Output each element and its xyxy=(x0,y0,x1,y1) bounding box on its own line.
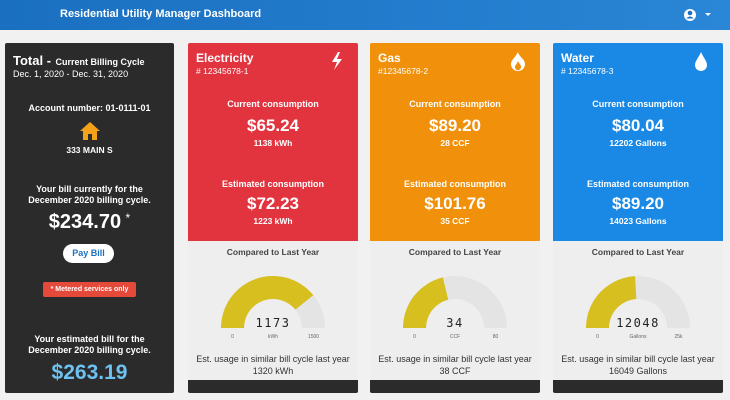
estimated-cost: $101.76 xyxy=(424,194,486,213)
current-cost: $65.24 xyxy=(247,116,299,135)
utility-name: Gas xyxy=(378,51,401,65)
gauge-unit: Gallons xyxy=(630,334,647,340)
home-icon xyxy=(80,122,100,140)
gauge-value: 12048 xyxy=(616,316,660,330)
utility-account: #12345678-2 xyxy=(378,66,429,76)
summary-subtitle: Current Billing Cycle xyxy=(55,57,145,67)
estimated-usage: 14023 Gallons xyxy=(609,216,667,226)
card-footer xyxy=(370,380,540,393)
header-bar: Residential Utility Manager Dashboard xyxy=(0,0,730,30)
estimated-bill-label: Your estimated bill for the December 202… xyxy=(28,334,151,355)
current-bill: $234.70 * xyxy=(5,211,174,234)
gauge-min: 0 xyxy=(413,334,416,340)
utility-account: # 12345678-1 xyxy=(196,66,249,76)
card-footer xyxy=(188,380,358,393)
utility-icon xyxy=(695,52,707,71)
card-footer xyxy=(553,380,723,393)
utility-card: Gas #12345678-2 Current consumption $89.20 2… xyxy=(370,43,540,393)
utility-card: Electricity # 12345678-1 Current consumpti… xyxy=(188,43,358,393)
utility-card: Water # 12345678-3 Current consumption $80.… xyxy=(553,43,723,393)
utility-name: Electricity xyxy=(196,51,254,65)
current-note: * xyxy=(125,211,131,225)
gauge-min: 0 xyxy=(596,334,599,340)
utility-icon xyxy=(511,52,525,71)
estimated-cost: $72.23 xyxy=(247,194,299,213)
utility-header: Water # 12345678-3 Current consumption $80.… xyxy=(553,43,723,241)
current-bill-label: Your bill currently for the December 202… xyxy=(28,184,151,205)
metered-badge: * Metered services only xyxy=(43,282,136,297)
estimated-label: Estimated consumption xyxy=(221,179,324,189)
icon-shape xyxy=(695,52,707,71)
gauge-unit: kWh xyxy=(268,334,278,340)
gauge-fill xyxy=(403,277,449,328)
last-year-usage: Est. usage in similar bill cycle last ye… xyxy=(378,354,532,376)
gauge-max: 80 xyxy=(493,334,499,340)
comparison-title: Compared to Last Year xyxy=(408,247,502,257)
current-usage: 28 CCF xyxy=(440,138,470,148)
estimated-cost: $89.20 xyxy=(612,194,664,213)
pay-bill-button[interactable]: Pay Bill xyxy=(63,244,114,263)
gauge-value: 1173 xyxy=(256,316,291,330)
gauge: 34 0 CCF 80 xyxy=(403,276,507,340)
estimated-amount: $263.19 xyxy=(51,361,128,384)
current-label: Current consumption xyxy=(409,99,501,109)
current-amount: $234.70 xyxy=(48,211,122,233)
current-usage: 12202 Gallons xyxy=(609,138,667,148)
current-cost: $80.04 xyxy=(612,116,664,135)
current-cost: $89.20 xyxy=(429,116,481,135)
gauge-fill xyxy=(586,276,637,328)
account-number: Account number: 01-0111-01 xyxy=(28,103,151,113)
gauge-max: 25k xyxy=(674,334,683,340)
app-title: Residential Utility Manager Dashboard xyxy=(60,8,262,20)
estimated-usage: 35 CCF xyxy=(440,216,470,226)
utility-header: Electricity # 12345678-1 Current consumpti… xyxy=(188,43,358,241)
current-label: Current consumption xyxy=(227,99,319,109)
utility-name: Water xyxy=(561,51,594,65)
gauge-fill xyxy=(221,276,314,328)
estimated-label: Estimated consumption xyxy=(403,179,506,189)
last-year-usage: Est. usage in similar bill cycle last ye… xyxy=(196,354,350,376)
utility-account: # 12345678-3 xyxy=(561,66,614,76)
billing-period: Dec. 1, 2020 - Dec. 31, 2020 xyxy=(13,69,129,79)
comparison-title: Compared to Last Year xyxy=(591,247,685,257)
gauge-min: 0 xyxy=(231,334,234,340)
icon-shape xyxy=(332,52,342,70)
icon-shape xyxy=(511,52,525,71)
comparison-title: Compared to Last Year xyxy=(226,247,320,257)
address: 333 MAIN S xyxy=(66,145,113,155)
utility-header: Gas #12345678-2 Current consumption $89.20 2… xyxy=(370,43,540,241)
utility-icon xyxy=(332,52,342,70)
estimated-usage: 1223 kWh xyxy=(253,216,293,226)
gauge-unit: CCF xyxy=(450,334,460,340)
gauge-max: 1500 xyxy=(308,334,319,340)
user-menu[interactable] xyxy=(680,5,716,25)
gauge-value: 34 xyxy=(446,316,463,330)
estimated-label: Estimated consumption xyxy=(586,179,689,189)
last-year-usage: Est. usage in similar bill cycle last ye… xyxy=(561,354,715,376)
gauge: 12048 0 Gallons 25k xyxy=(586,276,690,340)
summary-title: Total - xyxy=(13,53,52,68)
summary-heading: Total - Current Billing Cycle xyxy=(13,52,145,70)
current-label: Current consumption xyxy=(592,99,684,109)
summary-card: Total - Current Billing Cycle Dec. 1, 20… xyxy=(5,43,174,393)
current-usage: 1138 kWh xyxy=(253,138,293,148)
gauge: 1173 0 kWh 1500 xyxy=(221,276,325,340)
